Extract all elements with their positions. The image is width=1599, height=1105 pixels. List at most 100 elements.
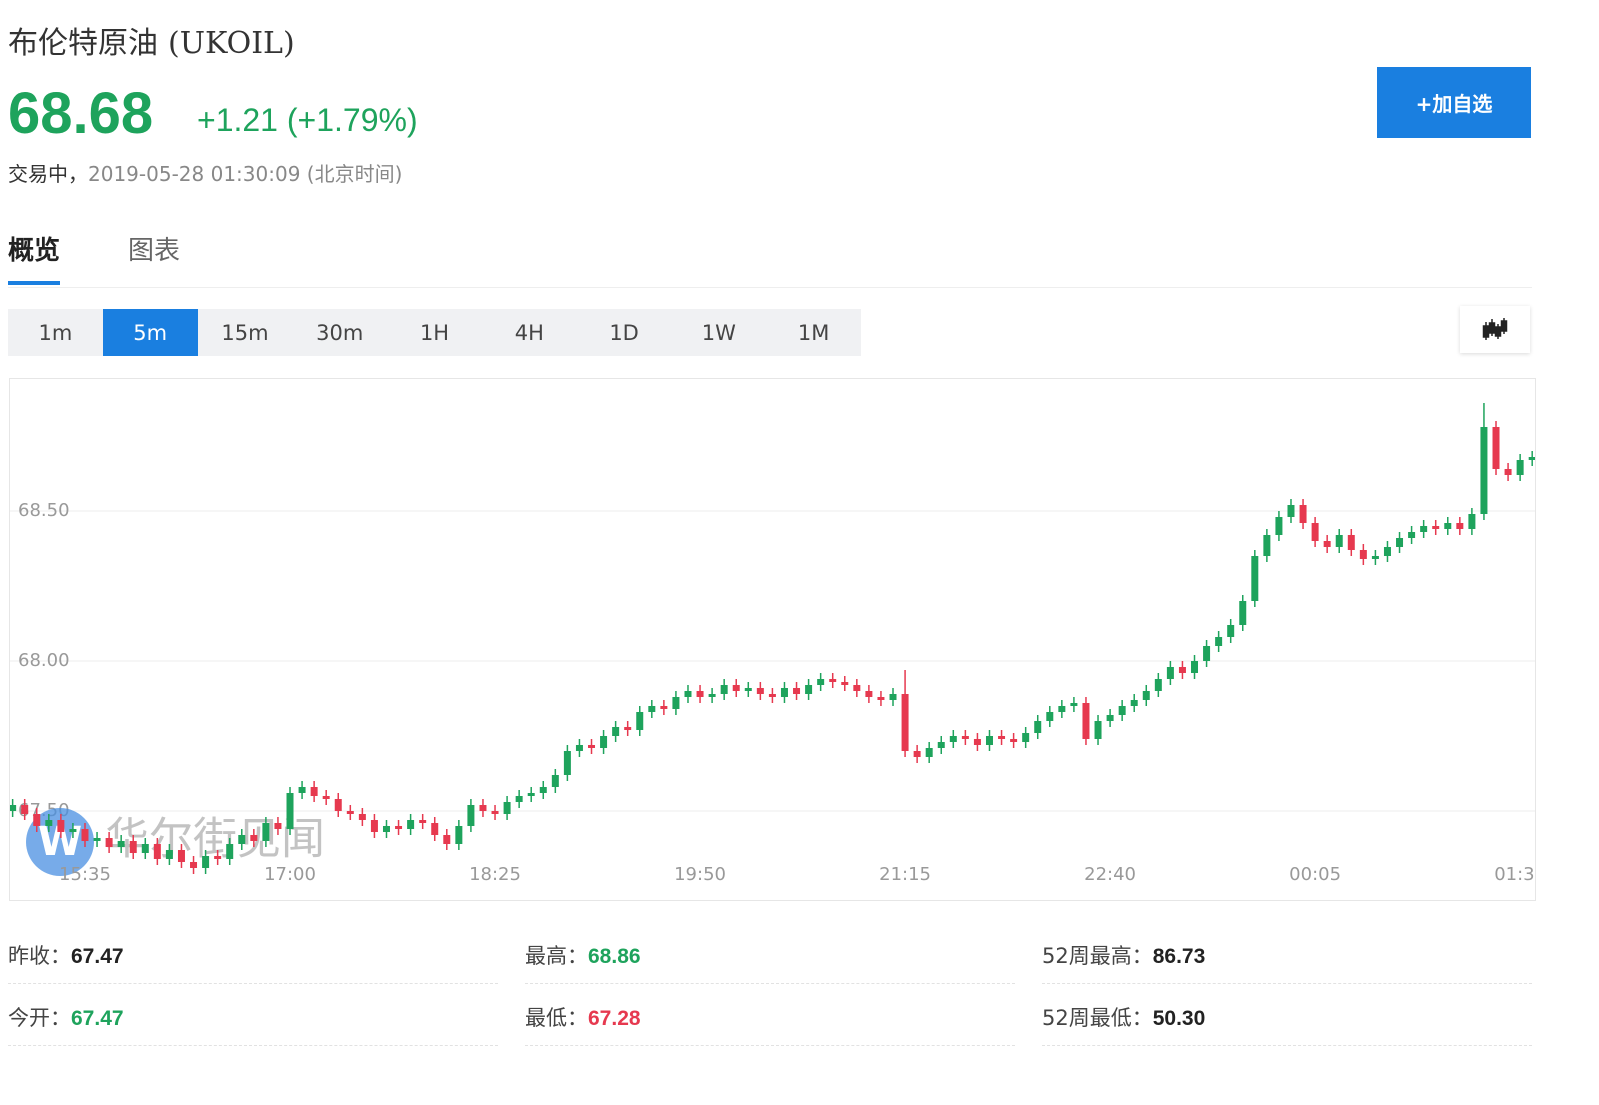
period-button[interactable]: 4H bbox=[514, 320, 544, 345]
period-button[interactable]: 1D bbox=[609, 320, 639, 345]
candle-body bbox=[1275, 517, 1283, 535]
stat-value: 86.73 bbox=[1152, 945, 1206, 968]
x-tick-label: 15:35 bbox=[59, 864, 111, 885]
candle-body bbox=[949, 736, 957, 742]
candle-body bbox=[45, 820, 53, 826]
candle-body bbox=[1082, 703, 1090, 739]
stat-label: 最低： bbox=[525, 1006, 588, 1030]
candle-body bbox=[973, 739, 981, 745]
candle-body bbox=[346, 811, 354, 814]
add-watchlist-button[interactable]: +加自选 bbox=[1377, 67, 1531, 138]
candle-body bbox=[756, 688, 764, 694]
title: 布伦特原油 (UKOIL) bbox=[8, 18, 305, 62]
candle-body bbox=[129, 841, 137, 853]
candle-body bbox=[744, 688, 752, 691]
candle-body bbox=[1468, 514, 1476, 529]
candle-body bbox=[841, 682, 849, 685]
candle-body bbox=[226, 844, 234, 859]
candle-body bbox=[1287, 505, 1295, 517]
candle-body bbox=[937, 742, 945, 748]
price: 68.68 bbox=[8, 81, 154, 146]
candle-body bbox=[407, 820, 415, 829]
stat-item: 最低：67.28 bbox=[525, 986, 1015, 1046]
candle-body bbox=[1371, 556, 1379, 559]
candle-body bbox=[1058, 706, 1066, 712]
candle-body bbox=[1191, 661, 1199, 673]
candle-body bbox=[1227, 625, 1235, 637]
candle-body bbox=[1383, 547, 1391, 556]
candle-body bbox=[901, 694, 909, 751]
candle-body bbox=[1444, 523, 1452, 529]
period-button[interactable]: 30m bbox=[316, 320, 364, 345]
candle-body bbox=[1456, 523, 1464, 529]
period-button[interactable]: 1M bbox=[797, 320, 830, 345]
candle-body bbox=[1347, 535, 1355, 550]
y-tick-label: 68.00 bbox=[18, 650, 70, 671]
candle-body bbox=[1323, 541, 1331, 547]
stat-item: 52周最低：50.30 bbox=[1042, 986, 1532, 1046]
tab[interactable]: 图表 bbox=[128, 236, 181, 266]
x-tick-label: 18:25 bbox=[469, 864, 521, 885]
stat-value: 50.30 bbox=[1152, 1007, 1206, 1030]
status: 交易中，2019-05-28 01:30:09 (北京时间) bbox=[8, 158, 402, 187]
candle-body bbox=[274, 823, 282, 829]
candle-body bbox=[877, 697, 885, 700]
candle-body bbox=[1396, 538, 1404, 547]
symbol: (UKOIL) bbox=[168, 26, 295, 61]
candle-body bbox=[177, 850, 185, 862]
candle-body bbox=[1166, 667, 1174, 679]
candle-body bbox=[696, 691, 704, 697]
candle-body bbox=[660, 706, 668, 709]
candle-body bbox=[503, 802, 511, 814]
candle-body bbox=[1239, 601, 1247, 625]
chart-type-button[interactable] bbox=[1460, 306, 1530, 353]
candle-body bbox=[141, 844, 149, 853]
candle-body bbox=[672, 697, 680, 709]
candle-body bbox=[1046, 712, 1054, 721]
candle-body bbox=[298, 787, 306, 793]
candle-body bbox=[913, 751, 921, 757]
period-bar: 1m 5m 15m 30m 1H 4H 1D 1W 1M bbox=[8, 309, 861, 356]
candle-body bbox=[563, 751, 571, 775]
candle-body bbox=[720, 685, 728, 694]
candle-body bbox=[105, 838, 113, 847]
period-button[interactable]: 1m bbox=[38, 320, 73, 345]
candle-body bbox=[551, 775, 559, 787]
candle-body bbox=[1251, 556, 1259, 601]
period-button[interactable]: 1W bbox=[701, 320, 736, 345]
candle-body bbox=[600, 736, 608, 748]
candle-body bbox=[527, 793, 535, 796]
tabs: 概览 图表 bbox=[8, 230, 1532, 288]
candle-body bbox=[624, 727, 632, 730]
name: 布伦特原油 bbox=[8, 26, 158, 61]
candle-body bbox=[153, 844, 161, 859]
stat-value: 67.47 bbox=[71, 945, 124, 968]
y-tick-label: 68.50 bbox=[18, 500, 70, 521]
x-tick-label: 19:50 bbox=[674, 864, 726, 885]
candle-body bbox=[853, 685, 861, 691]
x-tick-label: 21:15 bbox=[879, 864, 931, 885]
x-tick-label: 01:30 bbox=[1494, 864, 1546, 885]
watermark-logo-circle bbox=[26, 808, 94, 876]
period-button[interactable]: 1H bbox=[419, 320, 450, 345]
candle-body bbox=[250, 835, 258, 841]
candle-body bbox=[1106, 715, 1114, 721]
stat-value: 67.47 bbox=[71, 1007, 124, 1030]
candle-body bbox=[1070, 703, 1078, 706]
tab[interactable]: 概览 bbox=[8, 230, 61, 285]
candle-body bbox=[431, 823, 439, 835]
candle-body bbox=[310, 787, 318, 796]
candle-body bbox=[1034, 721, 1042, 733]
candle-body bbox=[1154, 679, 1162, 691]
stat-item: 52周最高：86.73 bbox=[1042, 924, 1532, 984]
datetime: 2019-05-28 01:30:09 bbox=[88, 162, 301, 186]
period-button[interactable]: 5m bbox=[102, 309, 198, 356]
candle-body bbox=[539, 787, 547, 793]
candle-body bbox=[10, 805, 17, 811]
period-button[interactable]: 15m bbox=[221, 320, 269, 345]
candle-body bbox=[419, 820, 427, 823]
stat-label: 52周最低： bbox=[1042, 1006, 1153, 1030]
candle-body bbox=[1178, 667, 1186, 673]
candle-body bbox=[732, 685, 740, 691]
